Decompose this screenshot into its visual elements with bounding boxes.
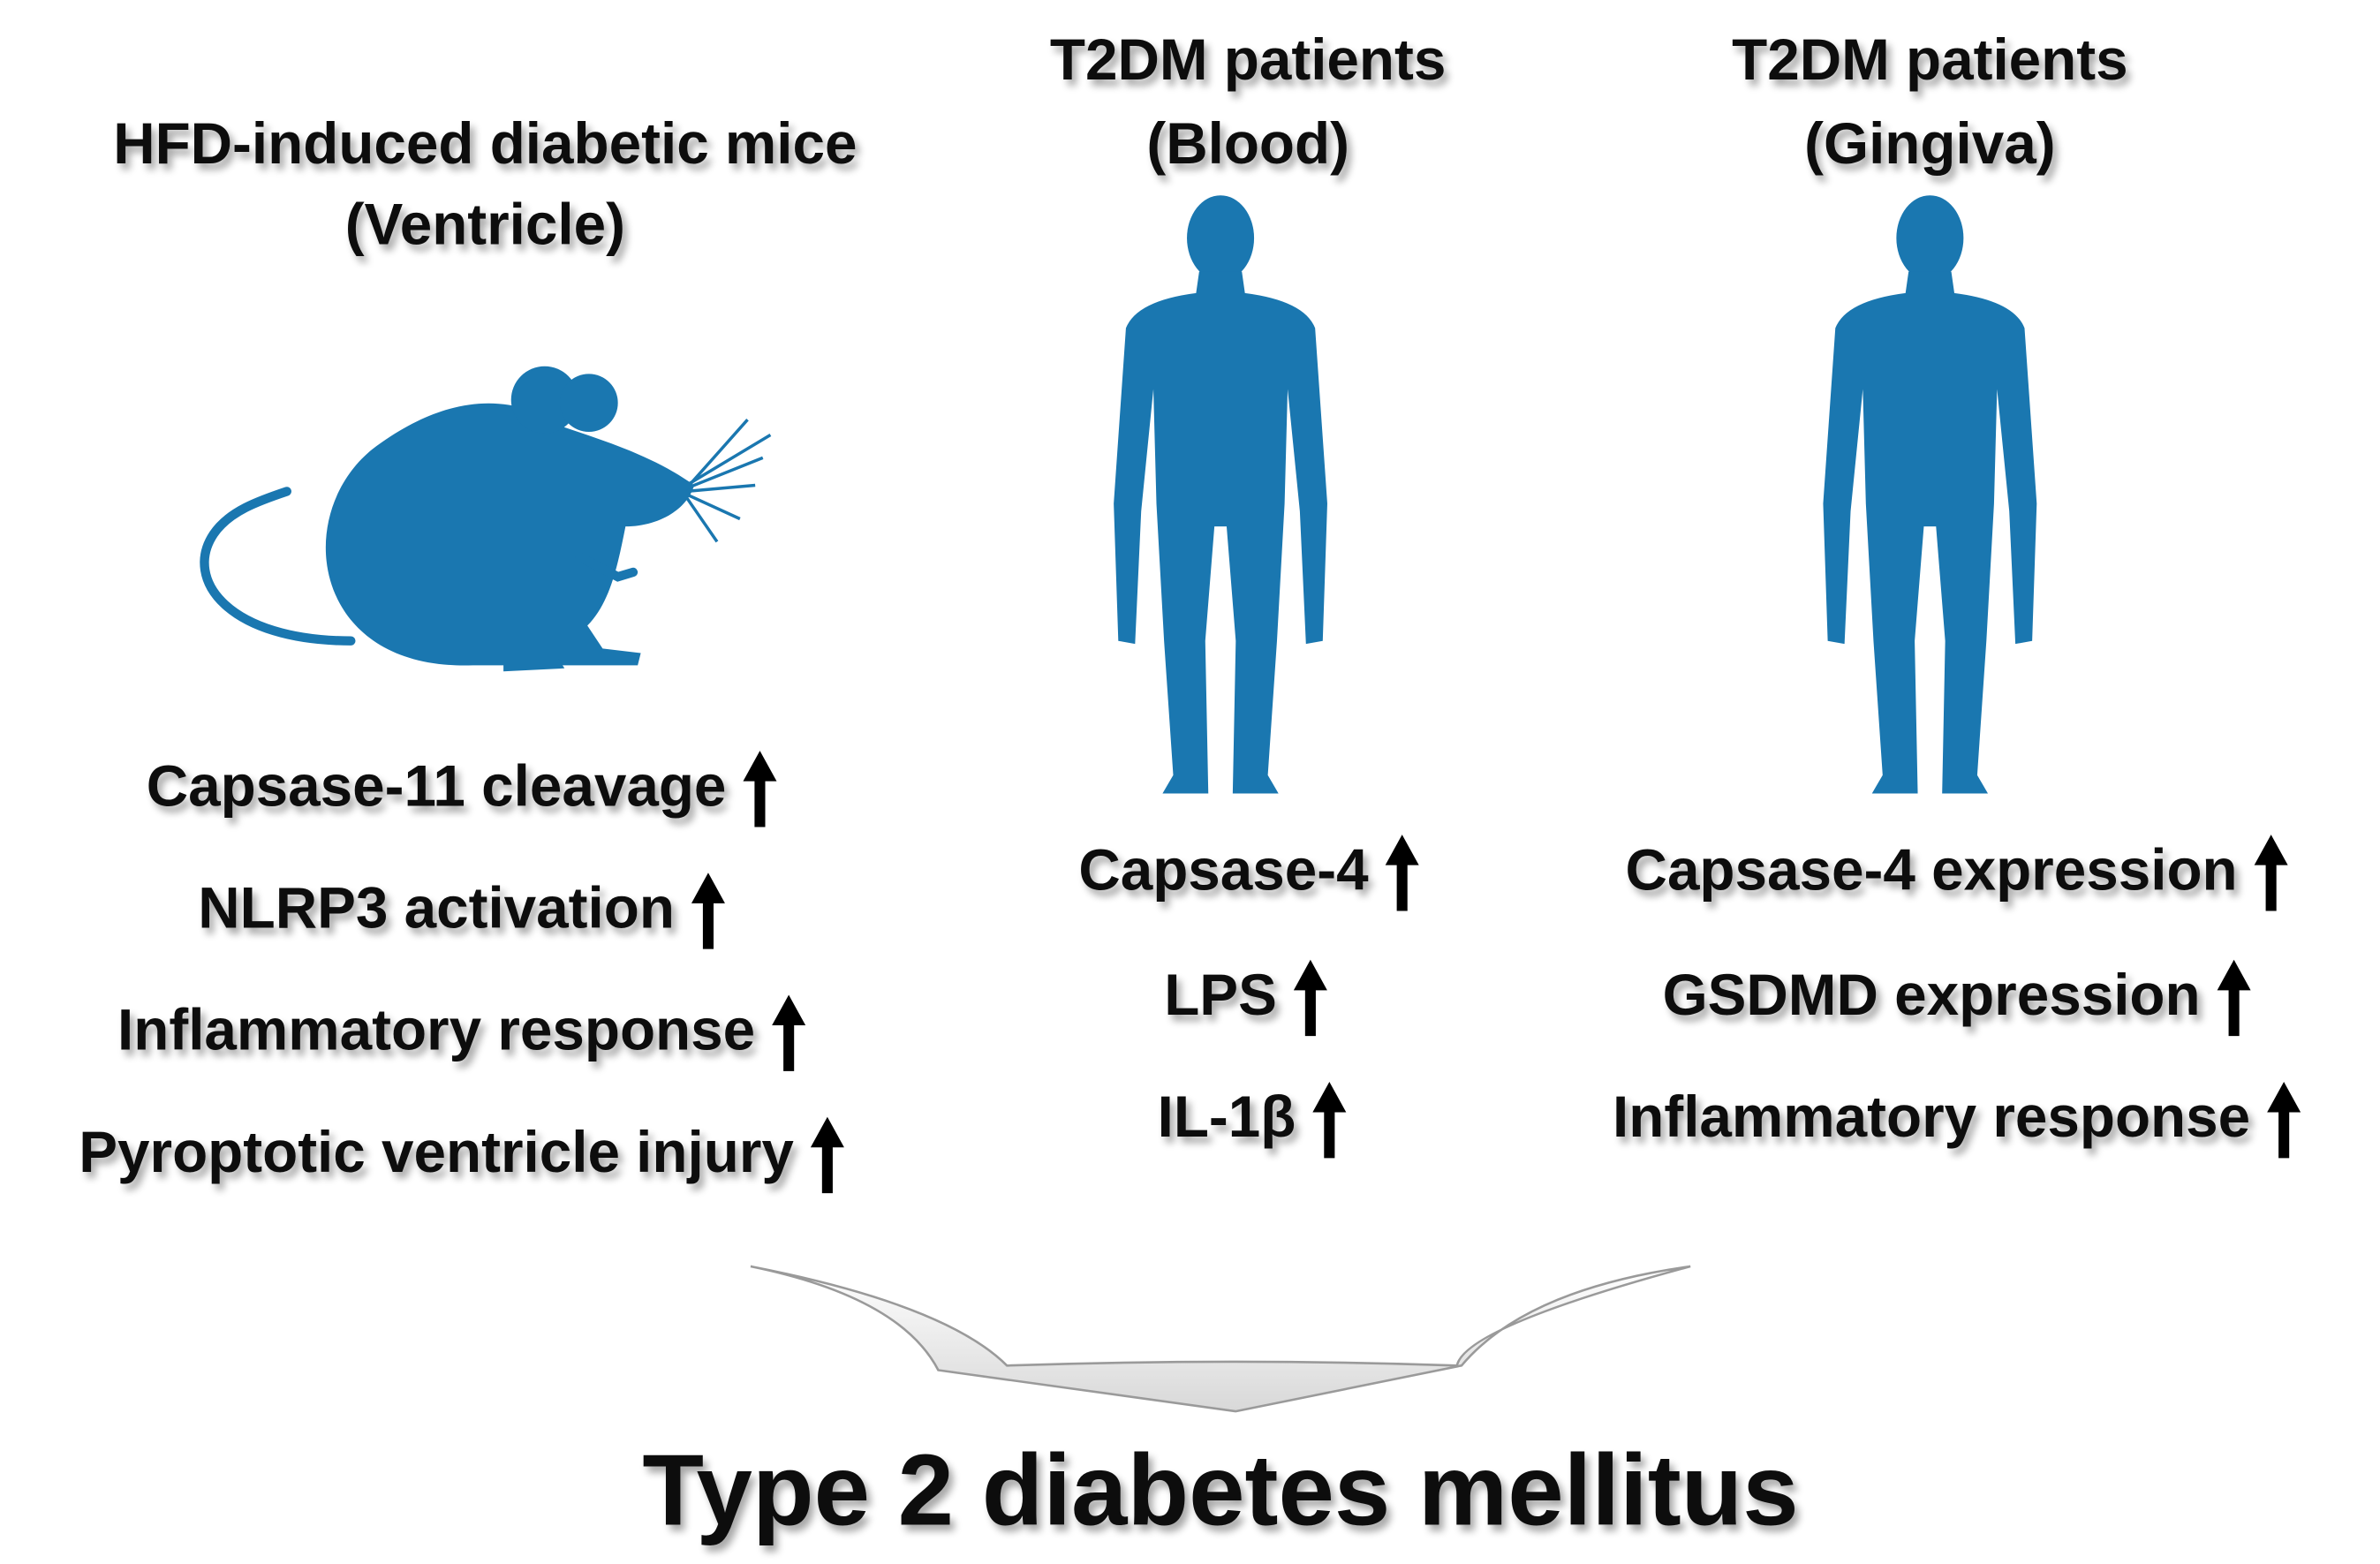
human-icon xyxy=(1823,195,2037,794)
mouse-icon xyxy=(200,366,772,672)
up-arrow xyxy=(691,873,725,949)
conclusion: Type 2 diabetes mellitus xyxy=(642,1435,1798,1547)
finding: IL-1β xyxy=(1158,1084,1296,1149)
up-arrow xyxy=(743,751,777,827)
up-arrow xyxy=(1385,835,1419,911)
column-title: HFD-induced diabetic mice xyxy=(113,111,857,176)
finding: Capsase-11 cleavage xyxy=(147,753,727,818)
up-arrow xyxy=(810,1116,844,1194)
up-arrow xyxy=(1312,1081,1347,1159)
column-title: T2DM patients xyxy=(1050,27,1446,92)
finding: Pyroptotic ventricle injury xyxy=(79,1120,794,1184)
finding: Capsase-4 expression xyxy=(1626,837,2238,902)
finding: LPS xyxy=(1164,963,1277,1027)
up-arrow xyxy=(2267,1081,2301,1159)
up-arrow xyxy=(2217,959,2251,1037)
human-icon xyxy=(1114,195,1327,794)
column-title: (Ventricle) xyxy=(345,193,625,257)
column-title: (Gingiva) xyxy=(1804,111,2055,176)
column-title: (Blood) xyxy=(1146,111,1349,176)
finding: Inflammatory response xyxy=(1613,1084,2250,1149)
up-arrow xyxy=(772,994,806,1071)
finding: NLRP3 activation xyxy=(198,876,675,941)
finding: GSDMD expression xyxy=(1663,963,2201,1027)
column-title: T2DM patients xyxy=(1732,27,2127,92)
finding: Capsase-4 xyxy=(1078,837,1369,902)
up-arrow xyxy=(1293,959,1327,1037)
converging-arrow xyxy=(750,1265,1691,1413)
finding: Inflammatory response xyxy=(117,998,755,1062)
up-arrow xyxy=(2254,835,2288,911)
